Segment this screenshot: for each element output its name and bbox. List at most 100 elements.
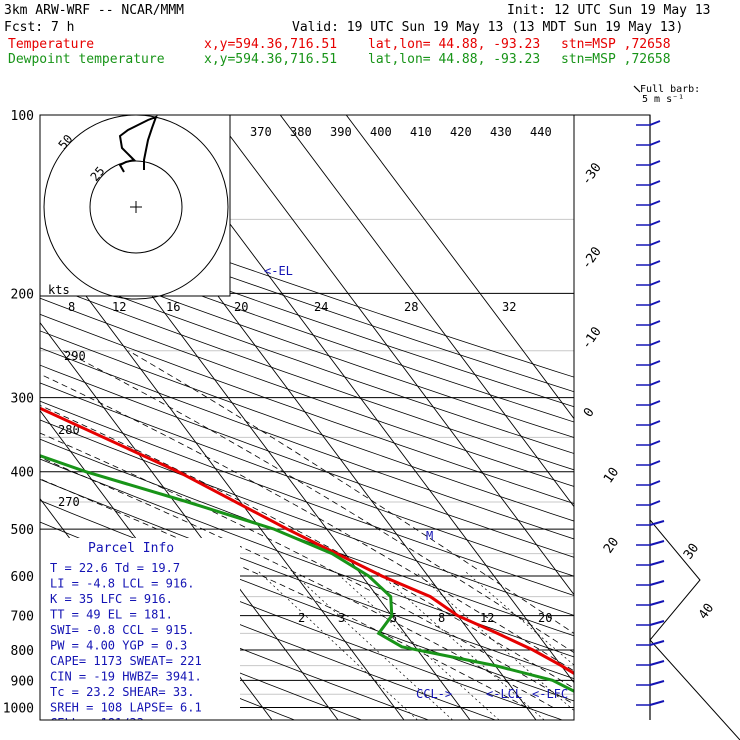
temp-label-right: 30 bbox=[681, 541, 702, 562]
wind-barb bbox=[649, 160, 661, 166]
el-marker: <-EL bbox=[264, 264, 293, 278]
parcel-info-row: CELL = 181/33 bbox=[50, 716, 144, 730]
wind-barb bbox=[649, 140, 661, 146]
moist-adiabat bbox=[128, 350, 574, 634]
wind-profile-outline bbox=[574, 114, 740, 740]
wind-barb bbox=[649, 220, 661, 226]
hodograph-ring-50 bbox=[43, 115, 229, 300]
moist-adiabat bbox=[63, 350, 574, 654]
theta-label: 370 bbox=[250, 125, 272, 139]
temp-label-right: 20 bbox=[601, 535, 622, 556]
dry-adiabat bbox=[40, 330, 574, 522]
isotherm-30 bbox=[213, 115, 574, 596]
dry-adiabat bbox=[40, 347, 574, 540]
parcel-info-row: CAPE= 1173 SWEAT= 221 bbox=[50, 654, 202, 668]
wind-barb bbox=[649, 280, 661, 286]
dry-adiabat bbox=[40, 194, 574, 378]
dry-adiabat bbox=[40, 222, 574, 408]
lcl-marker: <-LCL bbox=[486, 687, 522, 701]
dry-adiabat bbox=[40, 567, 429, 720]
dry-adiabat bbox=[40, 281, 574, 471]
dry-adiabat bbox=[40, 207, 574, 393]
legend-temperature: Temperature bbox=[8, 37, 94, 52]
wind-barb bbox=[649, 440, 661, 446]
wind-barb bbox=[649, 540, 665, 546]
dry-adiabat bbox=[40, 297, 574, 487]
dry-adiabat bbox=[40, 438, 574, 637]
mixing-ratio-label: 5 bbox=[390, 611, 397, 625]
theta-label: 410 bbox=[410, 125, 432, 139]
theta-label: 440 bbox=[530, 125, 552, 139]
legend-dewpoint: Dewpoint temperature bbox=[8, 52, 165, 67]
temp-label-right: -20 bbox=[579, 244, 605, 272]
wind-barb bbox=[649, 380, 661, 386]
moist-adiabat bbox=[40, 373, 574, 672]
mixing-ratio-line bbox=[415, 571, 574, 711]
theta-label: 390 bbox=[330, 125, 352, 139]
isotherm-40 bbox=[279, 115, 574, 508]
wind-barb bbox=[649, 400, 661, 406]
wind-barb bbox=[649, 680, 665, 686]
wind-barb bbox=[649, 460, 661, 466]
plot-frame bbox=[39, 114, 575, 721]
dry-adiabat bbox=[40, 478, 574, 680]
mixing-ratio-label: 24 bbox=[314, 300, 328, 314]
mixing-ratio-label: 32 bbox=[502, 300, 516, 314]
parcel-info-box: Parcel Info T = 22.6 Td = 19.7 LI = -4.8 L… bbox=[40, 538, 240, 730]
legend-dewpoint-latlon: lat,lon= 44.88, -93.23 bbox=[368, 52, 540, 67]
mixing-ratio-label: 2 bbox=[298, 611, 305, 625]
wind-barb bbox=[649, 660, 665, 666]
parcel-info-row: LI = -4.8 LCL = 916. bbox=[50, 577, 195, 591]
header-init: Init: 12 UTC Sun 19 May 13 bbox=[507, 3, 711, 18]
parcel-info-row: Tc = 23.2 SHEAR= 33. bbox=[50, 685, 195, 699]
dry-adiabat bbox=[40, 591, 362, 720]
isotherm-50 bbox=[345, 115, 574, 420]
hodograph-ring-25 bbox=[89, 160, 183, 254]
wind-barb bbox=[649, 560, 665, 566]
theta-side-label: 280 bbox=[58, 423, 80, 437]
mixing-ratio-label: 8 bbox=[68, 300, 75, 314]
hodograph-trace bbox=[118, 115, 158, 173]
parcel-info-row: PW = 4.00 YGP = 0.3 bbox=[50, 639, 187, 653]
theta-label: 420 bbox=[450, 125, 472, 139]
mixing-ratio-label: 12 bbox=[480, 611, 494, 625]
temp-label-right: -10 bbox=[579, 324, 605, 352]
theta-side-label: 270 bbox=[58, 495, 80, 509]
wind-barb bbox=[649, 480, 661, 486]
moist-adiabat bbox=[40, 404, 574, 689]
parcel-info-row: CIN = -19 HWBZ= 3941. bbox=[50, 670, 202, 684]
theta-label: 430 bbox=[490, 125, 512, 139]
isotherm--20 bbox=[40, 321, 339, 720]
mixing-ratio-line bbox=[335, 571, 500, 720]
wind-barb bbox=[649, 700, 665, 706]
mean-marker: M bbox=[426, 529, 433, 543]
mixing-ratio-label: 28 bbox=[404, 300, 418, 314]
theta-side-label: 290 bbox=[64, 349, 86, 363]
mixing-ratio-label: 16 bbox=[166, 300, 180, 314]
parcel-info-row: SWI= -0.8 CCL = 915. bbox=[50, 623, 195, 637]
wind-barb bbox=[649, 180, 661, 186]
wind-barb bbox=[649, 340, 661, 346]
wind-barb bbox=[649, 360, 661, 366]
mixing-ratio-label: 20 bbox=[234, 300, 248, 314]
dry-adiabat bbox=[40, 251, 574, 438]
dry-adiabat bbox=[40, 458, 574, 658]
hodograph-speed-unit: kts bbox=[48, 283, 70, 297]
temp-label-right: -30 bbox=[579, 160, 605, 188]
wind-legend-title: Full barb: bbox=[640, 84, 700, 95]
pressure-label: 1000 bbox=[3, 701, 34, 716]
parcel-info-title: Parcel Info bbox=[88, 541, 174, 556]
pressure-label: 800 bbox=[11, 644, 34, 659]
wind-barb bbox=[649, 520, 665, 526]
wind-legend-barb bbox=[633, 85, 641, 93]
mixing-ratio-label: 12 bbox=[112, 300, 126, 314]
dry-adiabat bbox=[40, 266, 574, 454]
pressure-label: 900 bbox=[11, 674, 34, 689]
temp-label-right: 10 bbox=[601, 465, 622, 486]
parcel-info-row: TT = 49 EL = 181. bbox=[50, 608, 173, 622]
wind-barb bbox=[649, 300, 661, 306]
wind-barb bbox=[649, 580, 665, 586]
pressure-label: 400 bbox=[11, 466, 34, 481]
parcel-info-row: T = 22.6 Td = 19.7 bbox=[50, 561, 180, 575]
